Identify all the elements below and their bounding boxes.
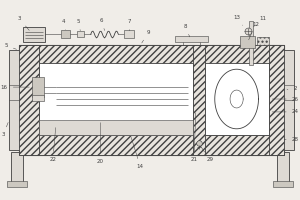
Text: 4: 4 bbox=[62, 19, 66, 30]
Text: 5: 5 bbox=[4, 43, 16, 49]
Text: 9: 9 bbox=[142, 30, 150, 43]
Text: 13: 13 bbox=[233, 15, 243, 25]
Bar bbox=[19, 135, 284, 155]
Text: 3: 3 bbox=[17, 16, 29, 30]
Text: 3: 3 bbox=[2, 122, 8, 137]
Text: 21: 21 bbox=[190, 113, 197, 162]
Bar bbox=[9, 50, 21, 150]
Bar bbox=[39, 120, 193, 135]
Bar bbox=[175, 36, 208, 42]
Bar bbox=[273, 181, 293, 187]
Text: 6: 6 bbox=[100, 18, 104, 30]
Bar bbox=[23, 27, 45, 42]
Bar bbox=[205, 63, 269, 135]
Text: 20: 20 bbox=[97, 123, 104, 164]
Bar bbox=[282, 50, 294, 150]
Bar bbox=[61, 30, 70, 38]
Bar bbox=[269, 45, 284, 155]
Bar bbox=[240, 36, 256, 48]
Text: 28: 28 bbox=[284, 137, 299, 142]
Bar bbox=[124, 30, 134, 38]
Bar bbox=[7, 181, 27, 187]
Text: 8: 8 bbox=[183, 24, 190, 37]
Bar bbox=[32, 77, 44, 97]
Text: 26: 26 bbox=[272, 97, 299, 102]
Bar bbox=[257, 37, 269, 45]
Bar bbox=[277, 152, 289, 184]
Bar bbox=[193, 45, 205, 155]
Text: 24: 24 bbox=[272, 109, 299, 114]
Bar bbox=[11, 152, 23, 184]
Text: 2: 2 bbox=[287, 86, 297, 91]
Bar bbox=[19, 45, 284, 65]
Text: 7: 7 bbox=[128, 19, 131, 31]
Bar bbox=[32, 95, 44, 101]
Text: 12: 12 bbox=[249, 22, 259, 40]
Bar bbox=[19, 45, 39, 155]
Text: 5: 5 bbox=[77, 19, 80, 31]
Bar bbox=[39, 63, 193, 135]
Text: 22: 22 bbox=[50, 128, 56, 162]
Bar bbox=[248, 21, 253, 65]
Text: 16: 16 bbox=[1, 85, 29, 90]
Text: 14: 14 bbox=[131, 137, 144, 169]
Text: 29: 29 bbox=[200, 146, 213, 162]
Text: 11: 11 bbox=[254, 16, 266, 27]
Bar bbox=[19, 45, 284, 155]
Bar bbox=[77, 31, 84, 37]
